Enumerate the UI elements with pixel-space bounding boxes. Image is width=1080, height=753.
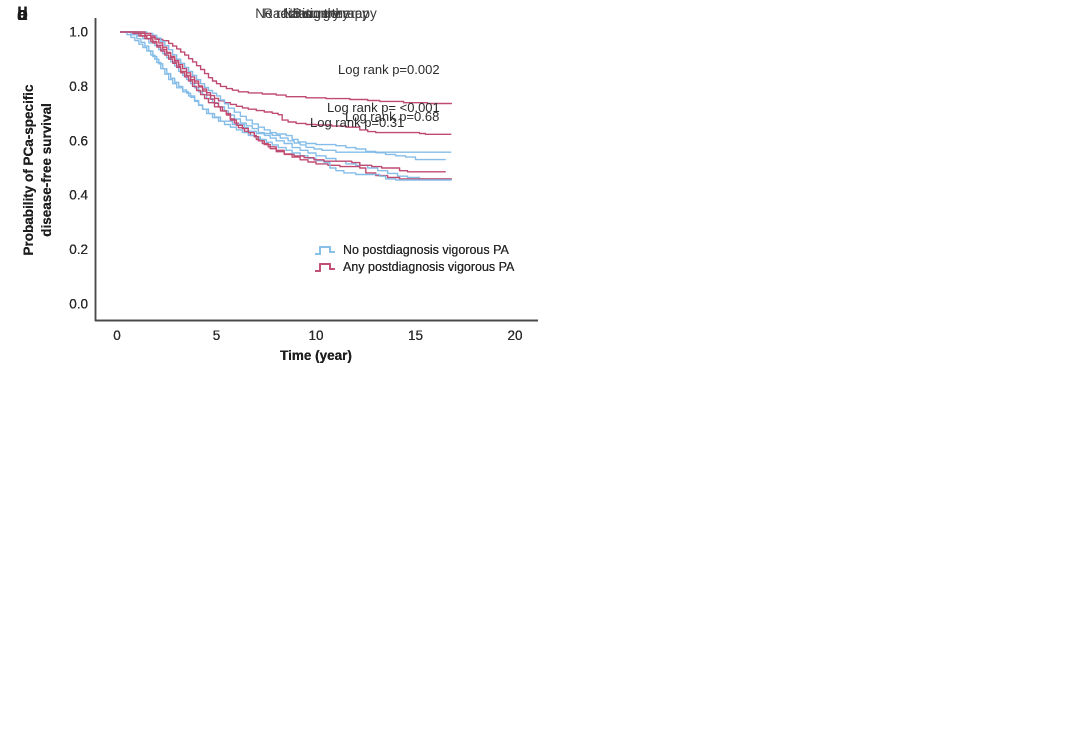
legend-item-any-pa: Any postdiagnosis vigorous PA: [314, 258, 514, 275]
x-axis-label: Time (year): [280, 348, 352, 363]
y-tick-label: 0.6: [69, 133, 88, 148]
y-tick-label: 0.6: [69, 133, 88, 148]
x-tick-label: 15: [408, 328, 423, 343]
step-line-icon: [315, 262, 335, 272]
log-rank-annotation: Log rank p=0.68: [345, 109, 440, 124]
y-tick-label: 0.2: [69, 242, 88, 257]
legend-label: Any postdiagnosis vigorous PA: [343, 259, 515, 274]
km-curve-any_pa: [120, 31, 446, 173]
panel-letter: d: [17, 4, 28, 24]
x-tick-label: 0: [113, 328, 121, 343]
y-tick-label: 0.0: [69, 297, 88, 312]
x-tick-label: 10: [308, 328, 323, 343]
log-rank-annotation: Log rank p=0.31: [310, 115, 405, 130]
y-tick-label: 0.8: [69, 79, 88, 94]
legend-label: No postdiagnosis vigorous PA: [343, 242, 509, 257]
x-tick-label: 15: [408, 328, 423, 343]
panel-title: Radiation therapy: [263, 6, 369, 21]
x-tick-label: 5: [213, 328, 221, 343]
legend: No postdiagnosis vigorous PA Any postdia…: [314, 241, 514, 275]
y-tick-label: 0.2: [69, 242, 88, 257]
x-tick-label: 20: [507, 328, 522, 343]
x-axis-label: Time (year): [280, 348, 352, 363]
legend-label: No postdiagnosis vigorous PA: [343, 242, 509, 257]
legend-label: No postdiagnosis vigorous PA: [343, 242, 509, 257]
y-tick-label: 1.0: [69, 25, 88, 40]
log-rank-annotation: Log rank p= <0.001: [327, 100, 440, 115]
legend-label: No postdiagnosis vigorous PA: [343, 242, 509, 257]
x-tick-label: 10: [308, 328, 323, 343]
x-tick-label: 10: [308, 328, 323, 343]
x-axis-label: Time (year): [280, 348, 352, 363]
km-curve-any_pa: [120, 31, 452, 105]
y-tick-label: 1.0: [69, 25, 88, 40]
y-tick-label: 0.4: [69, 188, 88, 203]
y-tick-label: 0.2: [69, 242, 88, 257]
y-tick-label: 0.8: [69, 79, 88, 94]
legend: No postdiagnosis vigorous PA Any postdia…: [314, 241, 514, 275]
x-axis-label: Time (year): [280, 348, 352, 363]
panel-a: a No surgery Probability of PCa-specific…: [0, 0, 540, 377]
legend-item-no-pa: No postdiagnosis vigorous PA: [314, 241, 514, 258]
legend-label: Any postdiagnosis vigorous PA: [343, 259, 515, 274]
y-tick-label: 0.4: [69, 188, 88, 203]
survival-plot: 1.0 0.8 0.6 0.4 0.2 0.0 0 5 10 15 20: [69, 18, 538, 343]
x-tick-label: 0: [113, 328, 121, 343]
y-tick-label: 0.2: [69, 242, 88, 257]
panel-title: Surgery: [292, 6, 340, 21]
y-tick-label: 0.6: [69, 133, 88, 148]
panel-letter: b: [17, 4, 28, 24]
y-tick-label: 0.8: [69, 79, 88, 94]
legend-label: Any postdiagnosis vigorous PA: [343, 259, 515, 274]
x-tick-label: 5: [213, 328, 221, 343]
y-tick-label: 0.4: [69, 188, 88, 203]
y-tick-label: 0.8: [69, 79, 88, 94]
panel-title: No radiation therapy: [255, 6, 377, 21]
panel-letter: a: [17, 4, 28, 24]
x-tick-label: 15: [408, 328, 423, 343]
y-tick-label: 0.0: [69, 297, 88, 312]
y-tick-label: 1.0: [69, 25, 88, 40]
log-rank-annotation: Log rank p=0.002: [338, 62, 440, 77]
panel-title: No surgery: [282, 6, 350, 21]
panel-letter: c: [17, 4, 28, 24]
x-tick-label: 5: [213, 328, 221, 343]
y-tick-label: 0.0: [69, 297, 88, 312]
x-tick-label: 20: [507, 328, 522, 343]
x-tick-label: 0: [113, 328, 121, 343]
x-tick-label: 20: [507, 328, 522, 343]
legend-label: Any postdiagnosis vigorous PA: [343, 259, 515, 274]
x-tick-label: 10: [308, 328, 323, 343]
step-line-icon: [315, 245, 335, 255]
x-tick-label: 15: [408, 328, 423, 343]
legend: No postdiagnosis vigorous PA Any postdia…: [314, 241, 514, 275]
y-tick-label: 1.0: [69, 25, 88, 40]
x-tick-label: 0: [113, 328, 121, 343]
y-tick-label: 0.0: [69, 297, 88, 312]
x-tick-label: 5: [213, 328, 221, 343]
y-tick-label: 0.6: [69, 133, 88, 148]
x-tick-label: 20: [507, 328, 522, 343]
panel-d: d Radiation therapy Probability of PCa-s…: [0, 0, 540, 377]
km-curve-no_pa: [120, 31, 446, 161]
km-curve-no_pa: [120, 31, 452, 181]
survival-plot: 1.0 0.8 0.6 0.4 0.2 0.0 0 5 10 15 20: [69, 18, 538, 343]
y-tick-label: 0.4: [69, 188, 88, 203]
